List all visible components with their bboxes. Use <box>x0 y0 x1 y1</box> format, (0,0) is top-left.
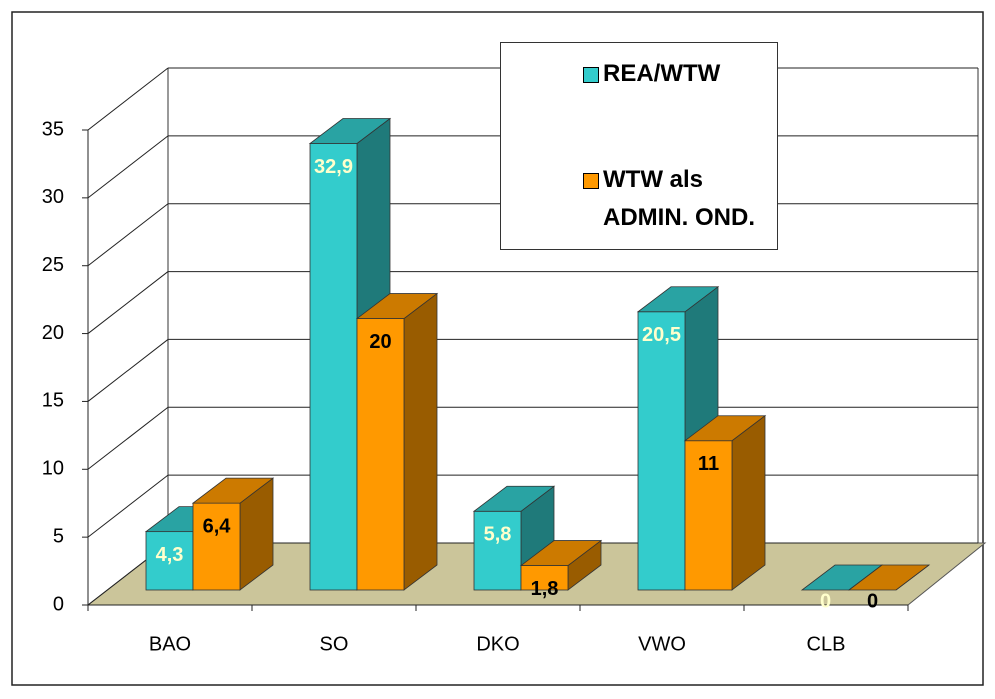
legend-item: REA/WTW <box>583 55 793 93</box>
bar-top <box>191 477 275 504</box>
bar <box>637 311 686 591</box>
grid-line <box>87 135 169 199</box>
y-tick-label: 10 <box>42 458 64 480</box>
data-label: 11 <box>698 453 719 475</box>
data-label: 0 <box>867 590 878 612</box>
bar <box>684 440 733 591</box>
bar-top <box>683 415 767 442</box>
y-tick-label: 30 <box>42 186 64 208</box>
data-label: 5,8 <box>484 524 512 546</box>
x-tick-label: SO <box>320 633 349 655</box>
bar <box>192 502 241 591</box>
bar <box>145 531 194 591</box>
y-tick-label: 35 <box>42 118 64 140</box>
legend-swatch <box>583 67 599 83</box>
bar-top <box>308 118 392 144</box>
plot: 0 5 10 15 20 25 30 35 BAO 4,3 6,4 SO 32,9 20 DKO 5,8 1,8… <box>42 67 987 655</box>
x-tick-label: VWO <box>638 633 686 655</box>
y-tick-label: 5 <box>53 525 64 547</box>
bar-side <box>731 414 766 591</box>
bar-top <box>355 293 439 319</box>
data-label: 32,9 <box>314 156 353 178</box>
grid-line <box>87 203 169 267</box>
x-tick-label: CLB <box>807 633 846 655</box>
x-tick-label: DKO <box>476 633 519 655</box>
bar-top <box>847 564 931 591</box>
bar <box>356 318 405 591</box>
bar-top <box>636 286 720 313</box>
grid-line <box>87 406 169 470</box>
grid-line <box>87 339 169 402</box>
data-label: 1,8 <box>531 578 559 600</box>
data-label: 6,4 <box>203 515 232 537</box>
grid-line <box>87 271 169 334</box>
y-tick-label: 0 <box>53 593 64 615</box>
y-tick-label: 15 <box>42 390 64 412</box>
x-tick-label: BAO <box>149 633 191 655</box>
legend-label: REA/WTW <box>603 60 721 87</box>
legend-item: WTW als ADMIN. OND. <box>583 161 793 237</box>
bar <box>520 565 569 591</box>
data-label: 4,3 <box>156 544 184 566</box>
bar-top <box>472 485 556 512</box>
legend-swatch <box>583 173 599 189</box>
legend: REA/WTW WTW als ADMIN. OND. <box>500 42 778 250</box>
grid-line <box>87 474 169 538</box>
y-tick-label: 25 <box>42 254 64 276</box>
data-label: 20 <box>369 331 391 353</box>
bar <box>473 510 522 591</box>
bar-side <box>403 292 438 591</box>
data-label: 0 <box>820 590 831 612</box>
bar <box>309 143 358 591</box>
legend-label: WTW als ADMIN. OND. <box>603 166 755 231</box>
grid-line <box>87 67 169 131</box>
y-tick-label: 20 <box>42 322 64 344</box>
bar-top <box>519 540 603 566</box>
data-label: 20,5 <box>642 324 681 346</box>
